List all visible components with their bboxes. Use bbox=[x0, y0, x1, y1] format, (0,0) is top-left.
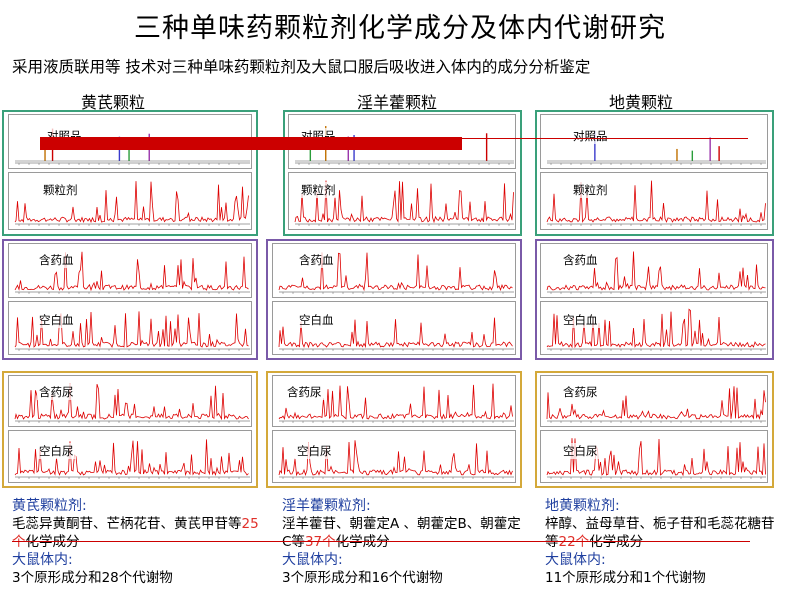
summary-rat-text: 11个原形成分和1个代谢物 bbox=[545, 570, 706, 586]
panel-label: 空白血 bbox=[37, 312, 76, 328]
summary-rat-title: 大鼠体内: bbox=[545, 552, 606, 568]
summary-rat-text: 3个原形成分和28个代谢物 bbox=[12, 570, 173, 586]
chromatogram-blank-blood-yinyanghuo: 空白血 bbox=[272, 301, 516, 355]
group-reference-granule-huangqi bbox=[2, 110, 258, 236]
panel-label: 空白血 bbox=[297, 312, 336, 328]
summary-granule-suffix: 化学成分 bbox=[589, 534, 644, 550]
chromatogram-dosed-blood-dihuang: 含药血 bbox=[540, 243, 768, 298]
chromatogram-dosed-urine-yinyanghuo: 含药尿 bbox=[272, 375, 516, 427]
chromatogram-trace bbox=[294, 180, 514, 224]
panel-label: 含药血 bbox=[561, 252, 600, 268]
group-urine-huangqi bbox=[2, 371, 258, 488]
chromatogram-dosed-urine-huangqi: 含药尿 bbox=[8, 375, 252, 427]
chromatogram-trace bbox=[14, 181, 249, 223]
chromatogram-blank-urine-yinyanghuo: 空白尿 bbox=[272, 430, 516, 483]
chromatogram-trace bbox=[14, 251, 249, 292]
chromatogram-trace bbox=[546, 386, 766, 420]
chromatogram-trace bbox=[546, 308, 766, 349]
chromatogram-blank-urine-huangqi: 空白尿 bbox=[8, 430, 252, 483]
summary-count: 25个 bbox=[12, 516, 259, 550]
red-highlight-line bbox=[40, 138, 748, 139]
group-urine-yinyanghuo bbox=[266, 371, 522, 488]
summary-granule-suffix: 化学成分 bbox=[335, 534, 390, 550]
summary-granule-title: 淫羊藿颗粒剂: bbox=[282, 498, 371, 514]
chromatogram-blank-blood-dihuang: 空白血 bbox=[540, 301, 768, 355]
panel-label: 含药尿 bbox=[37, 384, 76, 400]
chromatogram-trace bbox=[546, 180, 766, 223]
chromatogram-dosed-blood-yinyanghuo: 含药血 bbox=[272, 243, 516, 298]
panel-label: 对照品 bbox=[571, 128, 610, 144]
summary-count: 37个 bbox=[304, 534, 336, 550]
chromatogram-trace bbox=[278, 317, 513, 349]
summary-yinyanghuo: 淫羊藿颗粒剂: 淫羊藿苷、朝藿定A 、朝藿定B、朝藿定C等37个化学成分 大鼠体… bbox=[282, 497, 522, 587]
column-heading-yinyanghuo: 淫羊藿颗粒 bbox=[356, 93, 437, 112]
panel-label: 含药尿 bbox=[561, 384, 600, 400]
chromatogram-reference-dihuang: 对照品 bbox=[540, 114, 768, 169]
summary-granule-suffix: 化学成分 bbox=[25, 534, 80, 550]
panel-label: 颗粒剂 bbox=[41, 182, 80, 198]
column-heading-dihuang: 地黄颗粒 bbox=[608, 93, 673, 112]
chromatogram-trace bbox=[546, 438, 766, 477]
group-blood-dihuang bbox=[535, 239, 774, 360]
chromatogram-granule-dihuang: 颗粒剂 bbox=[540, 172, 768, 230]
panel-label: 含药尿 bbox=[285, 384, 324, 400]
panel-label: 含药血 bbox=[37, 252, 76, 268]
chromatogram-trace bbox=[14, 383, 249, 421]
chromatogram-granule-huangqi: 颗粒剂 bbox=[8, 172, 252, 230]
chromatogram-trace bbox=[546, 251, 766, 291]
summary-granule-text: 淫羊藿苷、朝藿定A 、朝藿定B、朝藿定C等 bbox=[282, 516, 521, 550]
summary-rat-title: 大鼠体内: bbox=[282, 552, 343, 568]
panel-label: 空白血 bbox=[561, 312, 600, 328]
group-urine-dihuang bbox=[535, 371, 774, 488]
column-heading-huangqi: 黄芪颗粒 bbox=[80, 93, 145, 112]
chromatogram-trace bbox=[278, 252, 513, 292]
page-subtitle: 采用液质联用等 技术对三种单味药颗粒剂及大鼠口服后吸收进入体内的成分分析鉴定 bbox=[12, 58, 591, 76]
page-title: 三种单味药颗粒剂化学成分及体内代谢研究 bbox=[134, 13, 666, 44]
summary-granule-text: 梓醇、益母草苷、栀子苷和毛蕊花糖苷等 bbox=[545, 516, 775, 550]
summary-granule-title: 地黄颗粒剂: bbox=[545, 498, 620, 514]
summary-rat-text: 3个原形成分和16个代谢物 bbox=[282, 570, 443, 586]
group-blood-yinyanghuo bbox=[266, 239, 522, 360]
panel-label: 颗粒剂 bbox=[571, 182, 610, 198]
summary-granule-text: 毛蕊异黄酮苷、芒柄花苷、黄芪甲苷等 bbox=[12, 516, 242, 532]
panel-label: 空白尿 bbox=[561, 443, 600, 459]
chromatogram-trace bbox=[278, 383, 513, 421]
summary-huangqi: 黄芪颗粒剂: 毛蕊异黄酮苷、芒柄花苷、黄芪甲苷等25个化学成分 大鼠体内: 3个… bbox=[12, 497, 262, 587]
chromatogram-trace bbox=[14, 311, 249, 348]
red-highlight-bar bbox=[40, 137, 462, 150]
chromatogram-blank-urine-dihuang: 空白尿 bbox=[540, 430, 768, 483]
group-reference-granule-yinyanghuo bbox=[283, 110, 522, 236]
group-blood-huangqi bbox=[2, 239, 258, 360]
group-reference-granule-dihuang bbox=[535, 110, 774, 236]
red-strike-line bbox=[12, 541, 750, 542]
chromatogram-dosed-urine-dihuang: 含药尿 bbox=[540, 375, 768, 427]
chromatogram-trace bbox=[278, 440, 513, 477]
summary-count: 22个 bbox=[558, 534, 590, 550]
chromatogram-granule-yinyanghuo: 颗粒剂 bbox=[288, 172, 516, 230]
chromatogram-dosed-blood-huangqi: 含药血 bbox=[8, 243, 252, 298]
chromatogram-trace bbox=[14, 439, 249, 477]
panel-label: 空白尿 bbox=[295, 443, 334, 459]
summary-dihuang: 地黄颗粒剂: 梓醇、益母草苷、栀子苷和毛蕊花糖苷等22个化学成分 大鼠体内: 1… bbox=[545, 497, 785, 587]
panel-label: 含药血 bbox=[297, 252, 336, 268]
panel-label: 颗粒剂 bbox=[299, 182, 338, 198]
summary-rat-title: 大鼠体内: bbox=[12, 552, 73, 568]
summary-granule-title: 黄芪颗粒剂: bbox=[12, 498, 87, 514]
chromatogram-blank-blood-huangqi: 空白血 bbox=[8, 301, 252, 355]
panel-label: 空白尿 bbox=[37, 443, 76, 459]
